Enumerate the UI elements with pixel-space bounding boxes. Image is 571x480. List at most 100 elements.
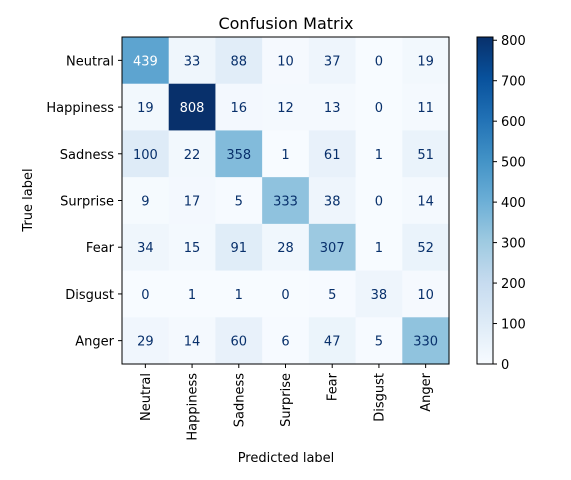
cell-value-label: 100 (133, 148, 158, 163)
cell-value-label: 0 (281, 288, 289, 303)
cell-value-label: 28 (277, 241, 294, 256)
heatmap-cell (168, 223, 217, 272)
heatmap-cell (215, 177, 263, 225)
heatmap-cell (122, 317, 170, 365)
heatmap-cell (402, 37, 450, 85)
cell-value-label: 0 (375, 195, 383, 210)
y-axis-ticks: Neutral Happiness Sadness Surprise Fear Disgu… (46, 54, 122, 350)
heatmap-cell (402, 130, 450, 178)
heatmap-cell (168, 83, 217, 132)
y-axis-label: True label (21, 168, 36, 232)
cell-value-label: 10 (277, 54, 294, 69)
heatmap-cells (122, 37, 450, 365)
colorbar-tick-label: 800 (501, 34, 526, 49)
x-tick-label: Happiness (186, 373, 201, 441)
colorbar-tick-label: 700 (501, 75, 526, 90)
cell-value-label: 88 (231, 54, 248, 69)
cell-value-label: 6 (281, 335, 289, 350)
cell-value-label: 333 (273, 195, 298, 210)
heatmap-cell (308, 270, 357, 318)
y-tick-label: Anger (75, 335, 114, 350)
heatmap-cell (262, 223, 310, 272)
x-tick-label: Anger (419, 372, 434, 411)
cell-value-label: 330 (413, 335, 438, 350)
heatmap-cell (215, 83, 263, 132)
heatmap-cell (355, 177, 403, 225)
heatmap-cell (402, 177, 450, 225)
x-tick-label: Disgust (372, 373, 387, 422)
cell-value-label: 51 (417, 148, 434, 163)
cell-value-label: 307 (320, 241, 345, 256)
heatmap-cell (122, 177, 170, 225)
cell-value-label: 1 (188, 288, 196, 303)
x-tick-label: Neutral (139, 373, 154, 421)
cell-value-label: 439 (133, 54, 158, 69)
heatmap-cell (122, 83, 170, 132)
cell-value-label: 33 (184, 54, 201, 69)
heatmap-cell (355, 83, 403, 132)
colorbar-tick-label: 200 (501, 277, 526, 292)
cell-value-label: 16 (231, 101, 248, 116)
heatmap-cell (122, 37, 170, 85)
heatmap-cell (215, 130, 263, 178)
heatmap-cell (262, 83, 310, 132)
cell-value-label: 11 (417, 101, 434, 116)
cell-value-label: 17 (184, 195, 201, 210)
cell-value-label: 38 (371, 288, 388, 303)
cell-value-label: 14 (417, 195, 434, 210)
heatmap-cell (355, 317, 403, 365)
colorbar-ticks: 0 100 200 300 400 500 600 700 800 (493, 34, 526, 373)
x-axis-label: Predicted label (238, 451, 335, 466)
chart-title: Confusion Matrix (218, 14, 353, 33)
heatmap-cell (168, 130, 217, 178)
heatmap-cell (355, 130, 403, 178)
heatmap-cell (402, 317, 450, 365)
heatmap-cell (402, 270, 450, 318)
colorbar-tick-label: 0 (501, 358, 509, 373)
cell-value-label: 1 (281, 148, 289, 163)
cell-value-label: 19 (137, 101, 154, 116)
heatmap-cell (308, 177, 357, 225)
cell-value-label: 808 (180, 101, 205, 116)
heatmap-cell (262, 177, 310, 225)
heatmap-cell (262, 317, 310, 365)
x-axis-ticks: Neutral Happiness Sadness Surprise Fear Disgu… (139, 364, 434, 441)
x-tick-label: Surprise (279, 373, 294, 427)
cell-value-label: 10 (417, 288, 434, 303)
heatmap-cell (308, 317, 357, 365)
cell-value-label: 0 (141, 288, 149, 303)
cell-value-label: 34 (137, 241, 154, 256)
cell-value-label: 5 (328, 288, 336, 303)
colorbar-tick-label: 400 (501, 196, 526, 211)
y-tick-label: Neutral (66, 54, 114, 69)
colorbar-tick-label: 100 (501, 318, 526, 333)
heatmap-cell (262, 37, 310, 85)
cell-value-label: 60 (231, 335, 248, 350)
cell-value-label: 5 (375, 335, 383, 350)
colorbar (476, 36, 494, 365)
cell-value-label: 5 (235, 195, 243, 210)
heatmap-cell (308, 223, 357, 272)
heatmap-cell (308, 37, 357, 85)
x-tick-label: Sadness (232, 373, 247, 427)
heatmap-cell (262, 130, 310, 178)
heatmap-cell (402, 223, 450, 272)
cell-value-label: 14 (184, 335, 201, 350)
cell-value-label: 37 (324, 54, 341, 69)
y-tick-label: Sadness (60, 148, 114, 163)
heatmap-cell (355, 223, 403, 272)
heatmap-cell (402, 83, 450, 132)
heatmap-cell (215, 317, 263, 365)
heatmap-cell (122, 130, 170, 178)
cell-value-label: 15 (184, 241, 201, 256)
heatmap-cell (215, 223, 263, 272)
colorbar-tick-label: 300 (501, 237, 526, 252)
heatmap-cell (308, 130, 357, 178)
cell-value-label: 0 (375, 54, 383, 69)
cell-value-label: 29 (137, 335, 154, 350)
cell-value-label: 52 (417, 241, 434, 256)
cell-value-label: 9 (141, 195, 149, 210)
cell-value-label: 19 (417, 54, 434, 69)
heatmap-cell (355, 37, 403, 85)
